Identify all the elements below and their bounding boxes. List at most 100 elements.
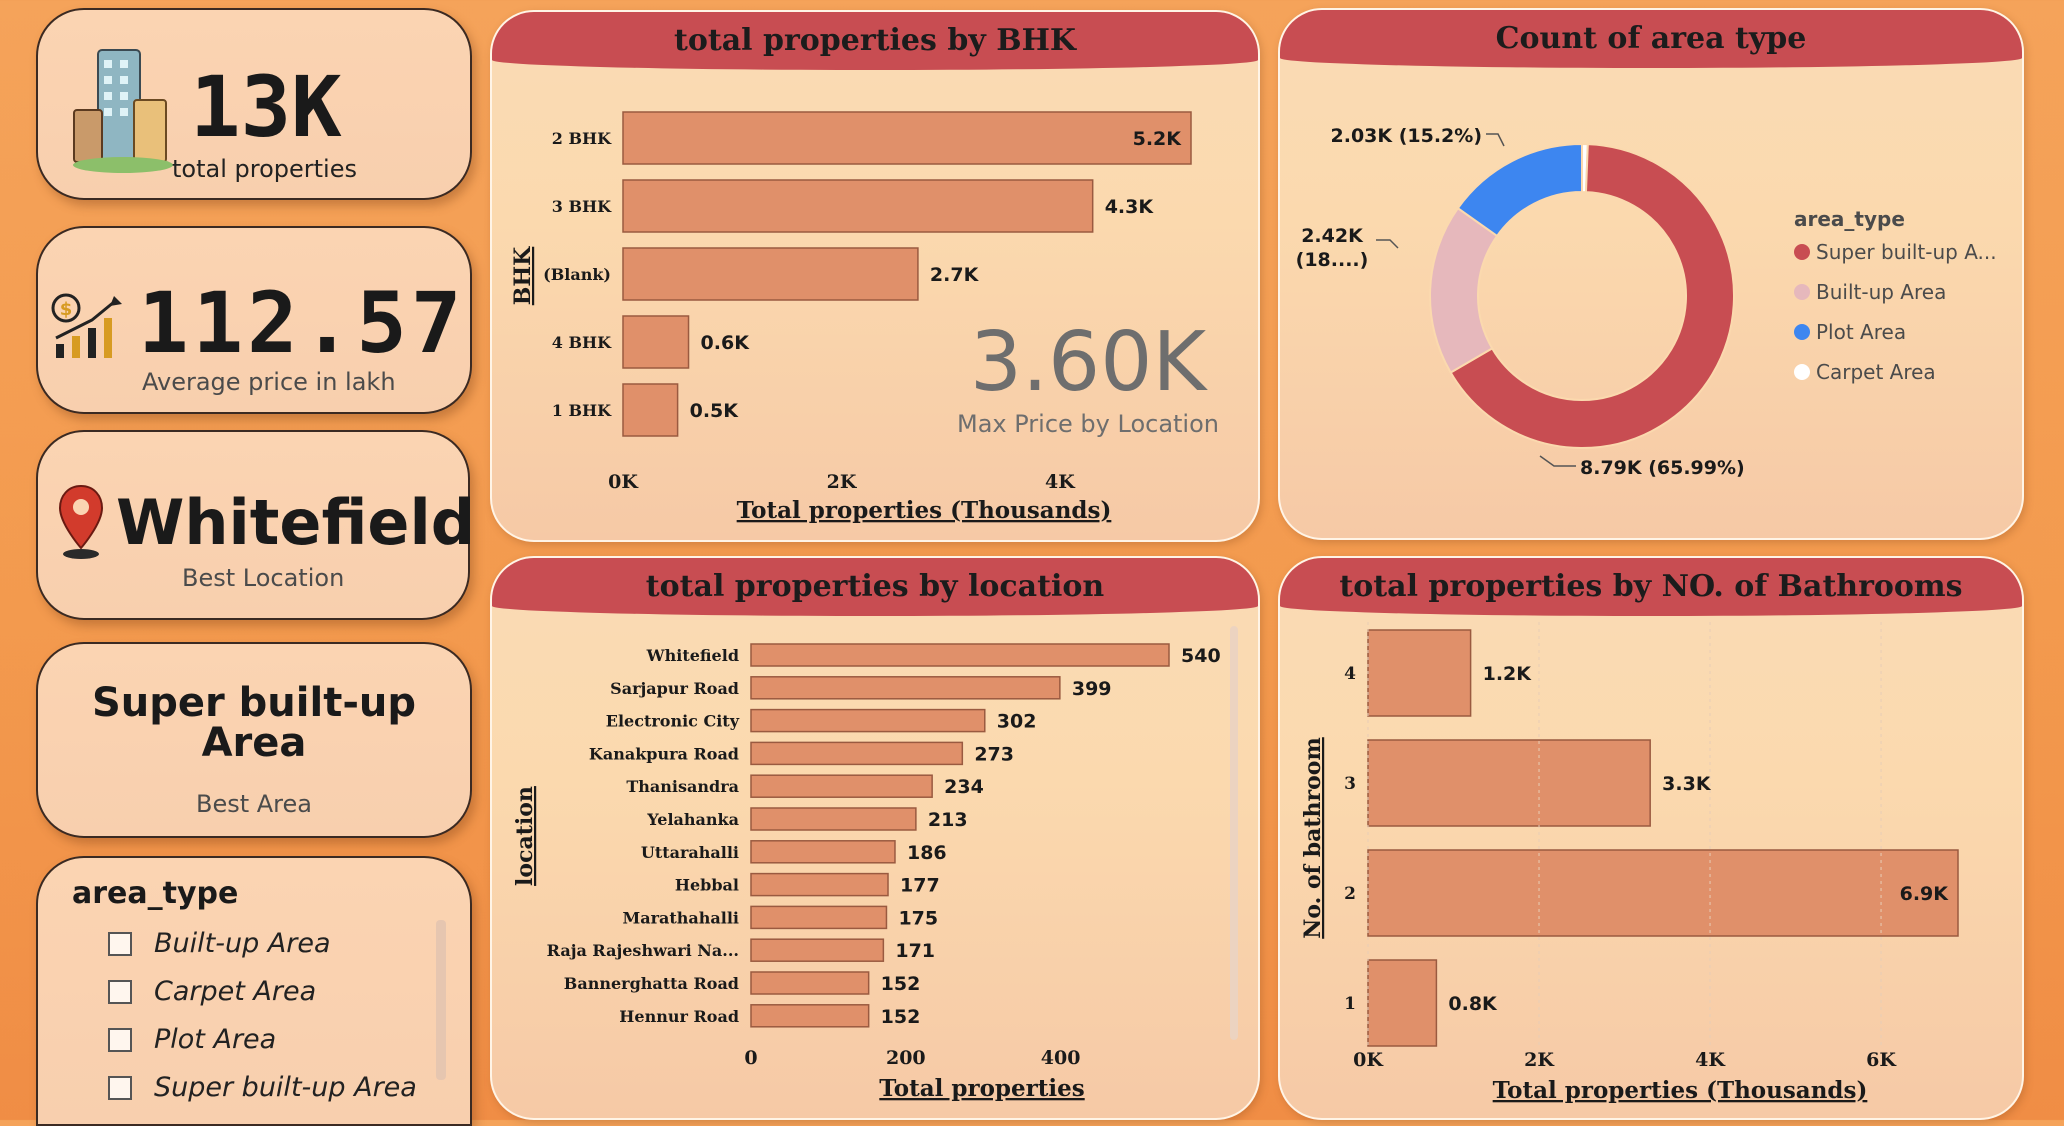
donut-legend-title: area_type (1794, 207, 1905, 231)
category-label: Uttarahalli (641, 843, 739, 862)
kpi-total-properties-label: total properties (172, 155, 357, 183)
donut-label-super-builtup: 8.79K (65.99%) (1580, 457, 1745, 479)
bar (750, 708, 986, 733)
leader-line (1486, 133, 1505, 147)
building-icon (73, 49, 173, 173)
bar (622, 247, 919, 301)
data-label: 3.3K (1662, 773, 1712, 795)
category-label: Thanisandra (626, 777, 739, 796)
location-scrollbar[interactable] (1230, 626, 1238, 1040)
donut-slice (1456, 142, 1583, 238)
bar (1367, 849, 1959, 937)
data-label: 175 (898, 907, 938, 929)
kpi-average-price-label: Average price in lakh (142, 368, 396, 396)
bar (1367, 629, 1472, 717)
bhk-chart-panel: total properties by BHK BHK Total proper… (490, 10, 1260, 542)
slicer-item-carpet-area[interactable]: Carpet Area (108, 976, 316, 1007)
category-label: Whitefield (646, 646, 739, 665)
legend-label: Plot Area (1816, 320, 1906, 344)
kpi-best-location-card: Whitefield Best Location (36, 430, 475, 620)
data-label: 152 (881, 1006, 921, 1028)
x-tick-label: 4K (1045, 471, 1076, 493)
leader-line (1376, 239, 1399, 249)
location-pin-icon (58, 484, 104, 559)
legend-marker (1794, 364, 1810, 380)
bar (750, 741, 964, 766)
bar (750, 676, 1061, 700)
kpi-total-properties-value: 13K (190, 58, 342, 156)
bathrooms-chart-title: total properties by NO. of Bathrooms (1280, 558, 2022, 616)
legend-marker (1794, 244, 1810, 260)
kpi-best-location-label: Best Location (182, 564, 345, 592)
category-label: Kanakpura Road (589, 744, 739, 763)
bar (1367, 739, 1651, 827)
max-price-label: Max Price by Location (957, 410, 1219, 438)
area-type-chart-panel: Count of area type area_type 8.79K (65.9… (1278, 8, 2024, 540)
max-price-value: 3.60K (970, 315, 1209, 410)
data-label: 171 (895, 940, 935, 962)
slicer-item-label: Plot Area (154, 1024, 277, 1055)
checkbox-icon[interactable] (108, 1027, 132, 1052)
area-type-donut-chart: area_type 8.79K (65.99%) 2.42K(18....) 2.0… (1296, 125, 1997, 479)
data-label: 1.2K (1483, 663, 1533, 685)
data-label: 152 (881, 973, 921, 995)
checkbox-icon[interactable] (108, 931, 132, 956)
x-tick-label: 6K (1866, 1049, 1897, 1071)
x-tick-label: 0K (1353, 1049, 1384, 1071)
checkbox-icon[interactable] (108, 979, 132, 1004)
x-tick-label: 4K (1695, 1049, 1726, 1071)
category-label: Sarjapur Road (610, 679, 739, 698)
data-label: 0.8K (1448, 993, 1498, 1015)
bhk-y-axis-title: BHK (510, 246, 536, 305)
location-bar-chart: location Total properties Whitefield 540 S… (512, 626, 1238, 1102)
category-label: Yelahanka (646, 810, 739, 829)
bar (750, 872, 889, 897)
category-label: 4 BHK (552, 333, 612, 352)
legend-marker (1794, 284, 1810, 300)
donut-label-plot: 2.03K (15.2%) (1331, 125, 1483, 147)
bar (750, 840, 896, 864)
bathrooms-chart-panel: total properties by NO. of Bathrooms No.… (1278, 556, 2024, 1120)
bar (750, 774, 933, 798)
legend-marker (1794, 324, 1810, 340)
data-label: 177 (900, 875, 940, 897)
category-label: Marathahalli (623, 908, 740, 927)
location-chart-title: total properties by location (492, 558, 1258, 616)
bar (750, 807, 917, 831)
category-label: 3 BHK (552, 197, 612, 216)
bar (750, 971, 870, 995)
slicer-scrollbar[interactable] (436, 920, 446, 1080)
checkbox-icon[interactable] (108, 1075, 132, 1100)
bathrooms-x-axis-title: Total properties (Thousands) (1493, 1077, 1868, 1104)
data-label: 540 (1181, 645, 1221, 667)
location-chart-panel: total properties by location location To… (490, 556, 1260, 1120)
donut-slice (1449, 143, 1735, 449)
x-tick-label: 2K (827, 471, 858, 493)
data-label: 6.9K (1900, 883, 1950, 905)
donut-slice (1429, 206, 1499, 374)
x-tick-label: 0K (608, 471, 639, 493)
growth-chart-icon: $ (51, 293, 122, 358)
data-label: 399 (1072, 678, 1112, 700)
data-label: 213 (928, 809, 968, 831)
data-label: 234 (944, 776, 984, 798)
legend-label: Built-up Area (1816, 280, 1946, 304)
bar (750, 643, 1170, 667)
bar (750, 938, 885, 962)
slicer-item-super-built-up-area[interactable]: Super built-up Area (108, 1072, 417, 1103)
legend-label: Super built-up A... (1816, 240, 1997, 264)
category-label: Electronic City (606, 712, 740, 731)
bhk-chart-title: total properties by BHK (492, 12, 1258, 70)
x-tick-label: 400 (1041, 1047, 1081, 1069)
data-label: 4.3K (1105, 196, 1155, 218)
category-label: Hebbal (675, 876, 739, 895)
data-label: 273 (974, 743, 1014, 765)
slicer-item-built-up-area[interactable]: Built-up Area (108, 928, 331, 959)
svg-text:$: $ (60, 299, 73, 320)
bar (622, 111, 1192, 165)
data-label: 0.5K (690, 400, 740, 422)
kpi-best-location-value: Whitefield (116, 486, 476, 559)
slicer-item-label: Super built-up Area (154, 1072, 417, 1103)
category-label: Bannerghatta Road (564, 974, 739, 993)
slicer-item-plot-area[interactable]: Plot Area (108, 1024, 276, 1055)
